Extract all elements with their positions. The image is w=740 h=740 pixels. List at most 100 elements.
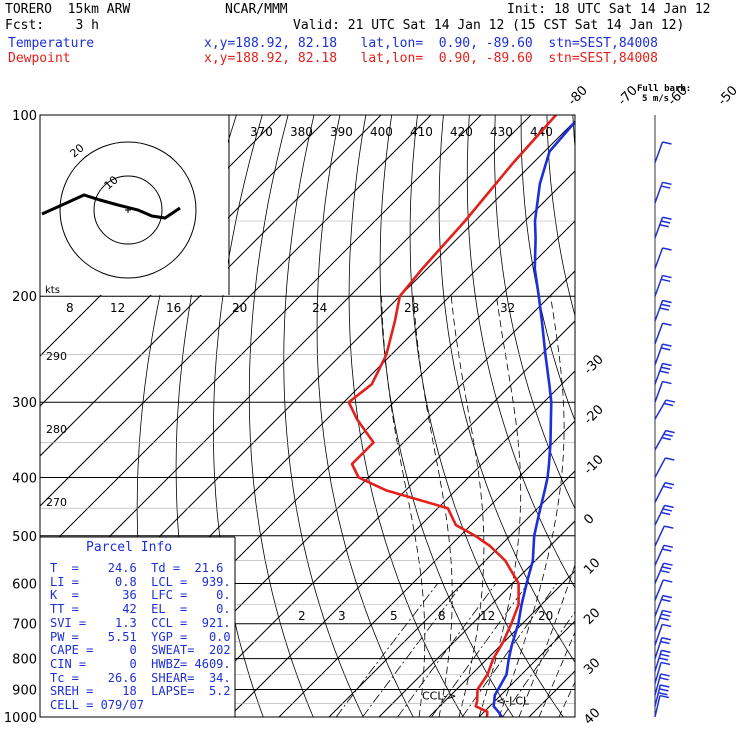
dry-adiabat-line xyxy=(702,115,740,730)
wind-barb xyxy=(654,609,672,632)
pressure-tick-label: 800 xyxy=(12,653,37,668)
moist-adiabat-line xyxy=(450,296,485,717)
dry-adiabat-line xyxy=(409,115,564,717)
moist-adiabat-line xyxy=(381,296,426,717)
dewpoint-profile-line xyxy=(347,115,557,717)
theta-e-tick-label: 8 xyxy=(66,301,74,315)
lcl-marker: <-LCL xyxy=(496,695,530,708)
mixing-ratio-tick-label: 12 xyxy=(480,609,495,623)
parcel-info-row: CIN = 0 HWBZ= 4609. xyxy=(50,656,231,671)
hodograph-inset: 10 20 kts xyxy=(40,115,230,296)
theta-tick-label: 420 xyxy=(450,125,473,139)
wind-barb xyxy=(654,399,676,420)
isotherm-line xyxy=(679,115,740,717)
isotherm-line xyxy=(378,520,575,717)
parcel-info-row: K = 36 LFC = 0. xyxy=(50,588,231,603)
barb-legend-line2: 5 m/s xyxy=(642,94,670,104)
theta-tick-label: 410 xyxy=(410,125,433,139)
moist-adiabat-line xyxy=(478,296,522,717)
theta-e-tick-label: 24 xyxy=(312,301,327,315)
temperature-station-info: x,y=188.92, 82.18 lat,lon= 0.90, -89.60 … xyxy=(204,36,658,51)
parcel-info-title: Parcel Info xyxy=(86,540,173,555)
isotherm-line xyxy=(40,115,482,557)
pressure-tick-label: 600 xyxy=(12,577,37,592)
wind-barb xyxy=(654,562,673,584)
theta-e-tick-label: 12 xyxy=(110,301,125,315)
dry-adiabat-tick-label: 290 xyxy=(46,350,67,363)
isotherm-tick-label: 10 xyxy=(581,556,603,578)
parcel-info-box xyxy=(40,536,236,717)
wind-barb xyxy=(654,343,672,366)
isotherm-line xyxy=(278,420,575,717)
parcel-info-row: CELL = 079/07 xyxy=(50,698,144,713)
pressure-tick-label: 100 xyxy=(12,109,37,124)
barb-legend-line1: Full barb: xyxy=(637,84,692,94)
valid-time: Valid: 21 UTC Sat 14 Jan 12 (15 CST Sat … xyxy=(293,18,685,33)
wind-barb xyxy=(654,594,673,617)
moist-adiabat-line xyxy=(558,681,575,717)
wind-barb xyxy=(654,673,670,696)
wind-barb xyxy=(654,525,674,547)
wind-barb xyxy=(654,684,670,707)
theta-tick-label: 380 xyxy=(290,125,313,139)
parcel-info-row: T = 24.6 Td = 21.6 xyxy=(50,561,224,575)
wind-barb xyxy=(654,649,671,672)
parcel-info-row: LI = 0.8 LCL = 939. xyxy=(50,574,231,589)
isotherm-tick-label: -20 xyxy=(581,402,607,428)
wind-barb xyxy=(654,504,674,526)
parcel-info-row: PW = 5.51 YGP = 0.0 xyxy=(50,629,231,644)
dry-adiabat-line xyxy=(520,115,575,422)
theta-e-tick-label: 16 xyxy=(166,301,181,315)
dry-adiabat-line xyxy=(316,115,414,717)
wind-barb xyxy=(654,544,674,566)
isotherm-line xyxy=(40,115,382,457)
wind-barb xyxy=(654,181,672,204)
moist-adiabat-line xyxy=(498,296,565,717)
pressure-tick-label: 300 xyxy=(12,396,37,411)
mixing-ratio-line xyxy=(502,611,575,717)
hodograph-units: kts xyxy=(45,285,60,296)
dry-adiabat-line xyxy=(438,115,575,663)
parcel-info-row: Tc = 26.6 SHEAR= 34. xyxy=(50,670,231,685)
dry-adiabat-tick-label: 280 xyxy=(46,423,67,436)
wind-barb xyxy=(654,322,672,345)
hodograph-ring-10 xyxy=(93,175,163,245)
hodograph-ring-20 xyxy=(59,141,197,279)
parcel-info-row: SVI = 1.3 CCL = 921. xyxy=(50,615,231,630)
forecast-hour: Fcst: 3 h xyxy=(5,18,99,33)
parcel-info-row: TT = 42 EL = 0. xyxy=(50,602,231,617)
dry-adiabat-line xyxy=(283,115,364,717)
dry-adiabat-line xyxy=(599,115,740,730)
isotherm-tick-label: -50 xyxy=(715,83,740,109)
mixing-ratio-line xyxy=(431,583,529,717)
wind-barb xyxy=(654,299,672,322)
mixing-ratio-tick-label: 5 xyxy=(390,609,398,623)
theta-e-tick-label: 28 xyxy=(404,301,419,315)
isotherm-line xyxy=(629,115,740,717)
theta-e-tick-label: 32 xyxy=(500,301,515,315)
wind-barb xyxy=(654,637,671,659)
mixing-ratio-tick-label: 3 xyxy=(338,609,346,623)
wind-barb xyxy=(654,457,675,478)
mixing-ratio-tick-label: 2 xyxy=(298,609,306,623)
pressure-tick-label: 700 xyxy=(12,618,37,633)
theta-e-tick-label: 20 xyxy=(232,301,247,315)
dry-adiabat-line xyxy=(494,115,575,510)
theta-tick-label: 430 xyxy=(490,125,513,139)
dry-adiabat-line xyxy=(466,115,575,589)
pressure-tick-label: 200 xyxy=(12,290,37,305)
isotherm-line xyxy=(528,670,575,717)
center-label: NCAR/MMM xyxy=(225,2,288,17)
parcel-info-row: SREH = 18 LAPSE= 5.2 xyxy=(50,684,231,699)
mixing-ratio-tick-label: 20 xyxy=(538,609,553,623)
isotherm-line xyxy=(40,115,432,507)
dry-adiabat-line xyxy=(546,115,575,318)
pressure-tick-label: 400 xyxy=(12,471,37,486)
dry-adiabat-line xyxy=(248,115,314,717)
isotherm-line xyxy=(228,370,575,717)
ccl-marker: CCL-> xyxy=(422,689,456,702)
wind-barb xyxy=(654,247,672,269)
wind-barb xyxy=(654,274,672,297)
wind-barb xyxy=(654,216,672,239)
dry-adiabat-line xyxy=(572,115,575,152)
